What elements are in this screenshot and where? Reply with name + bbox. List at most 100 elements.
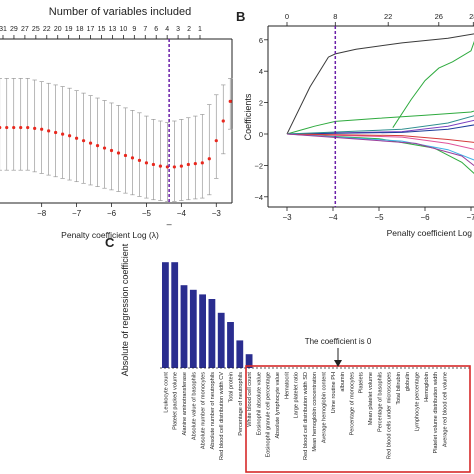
panel-b-coefficient-path: [392, 40, 474, 128]
panel-a-top-tick-label: 20: [54, 26, 62, 33]
panel-a-x-tick-label: −5: [142, 209, 152, 218]
panel-c-bar: [208, 299, 216, 368]
panel-c-category-label: Mean hemoglobin concentration: [312, 372, 318, 452]
panel-c-category-label: Alanine aminotransferase: [182, 372, 188, 435]
panel-a-top-tick-label: 4: [165, 26, 169, 33]
panel-a-top-tick-label: 27: [21, 26, 29, 33]
panel-b-x-axis: −3 −4 −5 −6 −7: [282, 207, 474, 222]
panel-a-point: [0, 125, 2, 130]
panel-c-category-label: Absolute lymphocyte value: [275, 372, 281, 439]
panel-a-point: [151, 162, 156, 167]
panel-c-category-label: Lymphocyte percentage: [415, 372, 421, 432]
panel-b-y-tick-label: 4: [259, 67, 263, 76]
panel-c-category-label: Percentage of monocytes: [349, 372, 355, 436]
panel-a-point: [102, 146, 107, 150]
panel-a-point: [33, 126, 37, 130]
panel-c-category-label: Absolute value of basophils: [191, 372, 197, 440]
panel-b-coefficient-path: [286, 124, 474, 135]
panel-a-top-tick-label: 13: [109, 26, 117, 33]
panel-a-below-axis-mark: –: [167, 219, 172, 229]
panel-a-x-tick-label: −7: [72, 209, 82, 218]
panel-b-y-tick-label: −4: [254, 193, 263, 202]
panel-a-top-axis: 31 29 27 25 22 20 19 18 17 15 13 10 9 7 6 4 3 2 1: [0, 26, 202, 39]
panel-a-top-tick-label: 22: [43, 26, 51, 33]
panel-c-category-label: Red blood cells under microscopes: [387, 372, 393, 459]
panel-b-top-tick-label: 0: [285, 12, 289, 21]
panel-b-y-tick-label: 0: [259, 130, 263, 139]
panel-b-coefficient-paths: [286, 33, 474, 175]
panel-c-category-label: Large platelet ratio: [294, 372, 300, 418]
panel-b-coefficient-path: [286, 133, 474, 143]
panel-a-point: [67, 134, 72, 138]
panel-a-error-bars: [0, 78, 233, 202]
panel-a-x-label: Penalty coefficient Log (λ): [61, 230, 159, 240]
panel-b-y-axis: −4 −2 0 2 4 6: [254, 36, 268, 202]
panel-b-coefficient-path: [286, 33, 474, 135]
panel-a-point: [144, 161, 149, 165]
panel-c-bar: [245, 354, 253, 368]
panel-a-top-tick-label: 2: [187, 26, 191, 33]
panel-a-points: [0, 99, 232, 169]
panel-c: C Absolute of regression coefficient The…: [105, 235, 471, 473]
panel-b-x-tick-label: −5: [374, 213, 384, 222]
panel-c-bar: [199, 294, 206, 368]
panel-c-y-label: Absolute of regression coefficient: [120, 243, 130, 376]
panel-b-top-tick-label: 22: [384, 12, 392, 21]
panel-b-x-tick-label: −3: [282, 213, 292, 222]
panel-c-category-label: Absolute number of monocytes: [201, 372, 207, 449]
panel-a-point: [88, 141, 93, 145]
panel-a-point: [40, 127, 44, 131]
panel-a-point: [214, 139, 218, 143]
panel-b-label: B: [236, 9, 245, 24]
panel-a-point: [158, 164, 163, 168]
panel-c-category-label: globulin: [405, 372, 411, 391]
panel-c-category-label: Total protein: [229, 372, 235, 402]
panel-b-y-label: Coefficients: [243, 93, 253, 140]
panel-a-top-tick-label: 25: [32, 26, 40, 33]
panel-a-point: [81, 139, 86, 143]
panel-a-point: [172, 165, 176, 169]
panel-c-category-label: Eosinophil absolute value: [256, 372, 262, 435]
panel-a-point: [193, 162, 197, 166]
panel-c-category-label: Platelet packed volume: [173, 372, 179, 430]
panel-a-point: [47, 129, 51, 133]
panel-c-bar: [236, 340, 244, 368]
panel-a-x-tick-label: −3: [212, 209, 222, 218]
panel-a-point: [228, 99, 232, 103]
panel-b-coefficient-path: [286, 119, 474, 135]
panel-b-x-tick-label: −7: [466, 213, 474, 222]
panel-c-category-labels: Leukocyte count Platelet packed volume Ala…: [163, 372, 448, 460]
panel-a-top-tick-label: 29: [10, 26, 18, 33]
panel-a-point: [61, 132, 65, 136]
panel-b-coefficient-path: [286, 133, 474, 150]
panel-c-category-label: Leukocyte count: [163, 372, 169, 413]
panel-a-point: [19, 125, 23, 130]
panel-b-coefficient-path: [286, 110, 474, 135]
panel-a-top-tick-label: 9: [132, 26, 136, 33]
panel-c-category-label: Absolute number of neutrophils: [210, 372, 216, 450]
panel-c-annotation: The coefficient is 0: [305, 337, 372, 346]
panel-a-point: [137, 158, 142, 162]
panel-a-point: [200, 161, 204, 165]
panel-a-point: [221, 119, 225, 123]
panel-a-top-tick-label: 19: [65, 26, 73, 33]
panel-c-category-label: albumin: [340, 372, 346, 392]
panel-b-coefficient-path: [286, 133, 474, 167]
panel-a-point: [123, 153, 128, 158]
panel-c-category-label: Percentage of neutrophils: [238, 372, 244, 436]
panel-c-category-label: Eosinophil granule cell percentage: [266, 372, 272, 458]
panel-a-top-tick-label: 1: [198, 26, 202, 33]
panel-a-x-tick-label: −6: [107, 209, 117, 218]
panel-b-coefficient-path: [286, 133, 474, 161]
panel-a-x-axis: −8 −7 −6 −5 −4 −3: [37, 203, 221, 218]
panel-c-bar: [180, 285, 188, 368]
panel-a-point: [130, 156, 135, 160]
panel-a-top-tick-label: 31: [0, 26, 7, 33]
panel-c-bar: [217, 312, 225, 368]
panel-b-coefficient-path: [286, 115, 474, 135]
panel-c-category-label: Total bilirubin: [396, 372, 402, 405]
panel-a-point: [74, 136, 79, 140]
panel-c-category-label: Urine routine PH: [331, 372, 337, 413]
panel-c-category-label: Platelets: [359, 372, 365, 394]
panel-b: B 0 8 22 26 28 −4 −2 0 2 4 6 −3 −4 −5 −6 −7 Coefficie…: [236, 9, 474, 238]
